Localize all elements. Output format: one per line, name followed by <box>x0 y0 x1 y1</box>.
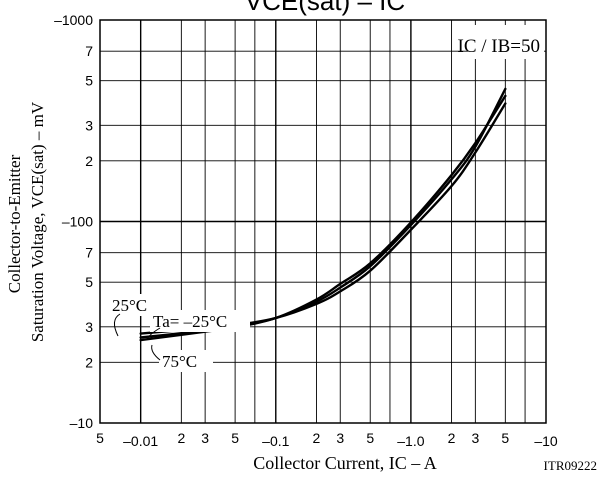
x-tick-label: 3 <box>471 430 479 446</box>
x-tick-label: 2 <box>448 430 456 446</box>
x-tick-label: 5 <box>96 430 104 446</box>
grid <box>100 20 546 423</box>
series-label-75c: 75°C <box>162 352 197 371</box>
y-tick-label: 3 <box>85 319 93 335</box>
series-label-25c: 25°C <box>112 296 147 315</box>
y-axis-label-line1: Collector-to-Emitter <box>5 154 24 293</box>
y-tick-label: 2 <box>85 153 93 169</box>
x-tick-label: 2 <box>313 430 321 446</box>
y-tick-label: 5 <box>85 274 93 290</box>
chart-title: VCE(sat) – IC <box>245 0 405 16</box>
leader-m25c <box>147 327 161 339</box>
figure-id: ITR09222 <box>544 458 597 473</box>
plot-frame <box>99 19 547 424</box>
y-tick-label: 7 <box>85 245 93 261</box>
curves <box>139 87 507 342</box>
x-tick-label: 5 <box>231 430 239 446</box>
leader-25c <box>114 313 121 337</box>
y-tick-label: 2 <box>85 354 93 370</box>
x-tick-label: –1.0 <box>397 433 424 449</box>
y-tick-label: –1000 <box>54 12 93 28</box>
x-tick-label: 3 <box>201 430 209 446</box>
x-axis-label: Collector Current, IC – A <box>253 453 436 473</box>
label-bg-m25 <box>150 310 250 332</box>
x-tick-label: –0.01 <box>123 433 158 449</box>
label-bg-25 <box>109 294 159 316</box>
x-tick-labels: 5 –0.01 2 3 5 –0.1 2 3 5 –1.0 2 3 5 –10 <box>96 430 558 449</box>
x-tick-label: –0.1 <box>262 433 289 449</box>
y-tick-label: 5 <box>85 73 93 89</box>
series-label-ta-m25c: Ta= –25°C <box>153 312 227 331</box>
y-tick-label: 7 <box>85 43 93 59</box>
x-tick-label: 3 <box>336 430 344 446</box>
x-tick-label: 5 <box>366 430 374 446</box>
series-line-2 <box>139 94 507 342</box>
x-tick-label: –10 <box>534 433 558 449</box>
label-bg-75 <box>159 350 213 372</box>
y-tick-labels: –1000 7 5 3 2 –100 7 5 3 2 –10 <box>54 12 93 431</box>
y-tick-label: –10 <box>70 415 94 431</box>
condition-label: IC / IB=50 <box>458 36 541 57</box>
y-tick-label: 3 <box>85 117 93 133</box>
x-tick-label: 2 <box>177 430 185 446</box>
x-tick-label: 5 <box>501 430 509 446</box>
leader-75c <box>151 344 161 361</box>
y-tick-label: –100 <box>62 214 93 230</box>
y-axis-label-line2: Saturation Voltage, VCE(sat) – mV <box>28 101 47 342</box>
condition-box <box>468 25 544 59</box>
